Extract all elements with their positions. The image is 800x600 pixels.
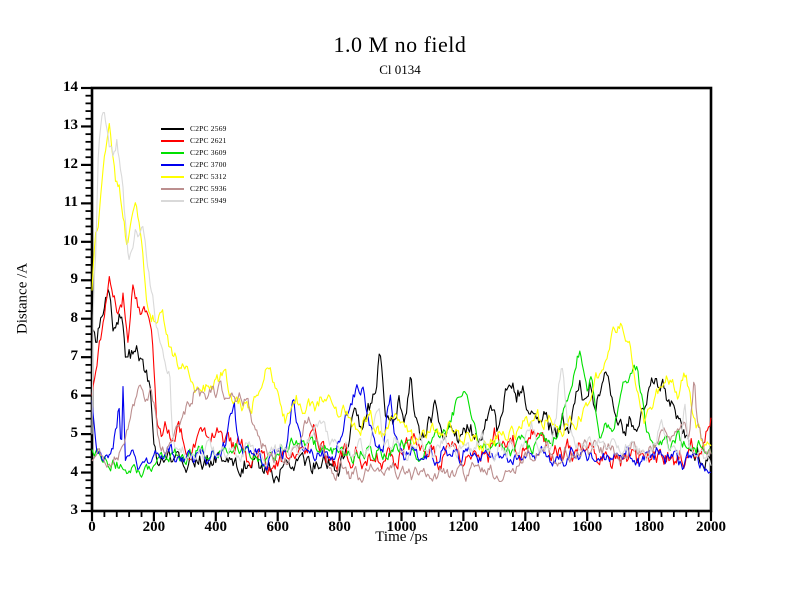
- x-tick-label: 400: [204, 519, 228, 535]
- legend-label: C2PC 2569: [190, 124, 227, 134]
- legend-item: C2PC 5936: [161, 183, 227, 195]
- legend-item: C2PC 2569: [161, 123, 227, 135]
- y-tick-label: 12: [63, 155, 78, 172]
- x-tick-label: 1600: [572, 519, 603, 535]
- legend-line-swatch: [161, 176, 184, 178]
- legend-line-swatch: [161, 164, 184, 166]
- y-tick-label: 6: [70, 386, 79, 403]
- y-tick-label: 4: [70, 463, 79, 480]
- legend-item: C2PC 3609: [161, 147, 227, 159]
- chart-subtitle: Cl 0134: [379, 62, 421, 77]
- x-tick-label: 2000: [696, 519, 726, 535]
- series-line-c2pc-5312: [91, 122, 712, 453]
- legend-label: C2PC 3700: [190, 160, 227, 170]
- legend-label: C2PC 2621: [190, 136, 227, 146]
- y-tick-label: 10: [63, 232, 78, 249]
- legend-item: C2PC 3700: [161, 159, 227, 171]
- x-tick-label: 800: [328, 519, 351, 535]
- series-line-c2pc-5949: [91, 112, 712, 467]
- legend-label: C2PC 5949: [190, 196, 227, 206]
- series-line-c2pc-2621: [91, 275, 712, 476]
- x-tick-label: 1400: [510, 519, 541, 535]
- legend-item: C2PC 2621: [161, 135, 227, 147]
- legend-item: C2PC 5312: [161, 171, 227, 183]
- legend: C2PC 2569 C2PC 2621 C2PC 3609 C2PC 3700 C2PC…: [161, 123, 227, 207]
- legend-label: C2PC 5312: [190, 172, 227, 182]
- y-tick-label: 14: [63, 79, 78, 95]
- legend-line-swatch: [161, 200, 184, 202]
- legend-line-swatch: [161, 140, 184, 142]
- series-line-c2pc-3700: [91, 384, 712, 474]
- y-tick-label: 3: [70, 502, 79, 518]
- x-tick-label: 1000: [386, 519, 417, 535]
- series-line-c2pc-3609: [91, 350, 712, 478]
- legend-item: C2PC 5949: [161, 195, 227, 207]
- legend-label: C2PC 3609: [190, 148, 227, 158]
- legend-line-swatch: [161, 152, 184, 154]
- series-line-c2pc-2569: [91, 288, 712, 484]
- legend-line-swatch: [161, 128, 184, 130]
- x-tick-label: 600: [266, 519, 289, 535]
- x-tick-label: 0: [88, 519, 96, 535]
- y-tick-label: 7: [70, 348, 79, 365]
- chart-title: 1.0 M no field: [333, 32, 467, 57]
- x-tick-label: 200: [142, 519, 166, 535]
- y-tick-label: 5: [70, 425, 79, 442]
- legend-label: C2PC 5936: [190, 184, 227, 194]
- legend-line-swatch: [161, 188, 184, 190]
- y-tick-label: 8: [70, 309, 79, 326]
- x-tick-label: 1800: [634, 519, 665, 535]
- series-line-c2pc-5936: [91, 380, 712, 483]
- y-tick-label: 13: [63, 117, 78, 134]
- y-tick-label: 9: [70, 271, 79, 288]
- x-axis-label: Time /ps: [375, 529, 428, 545]
- y-tick-label: 11: [63, 194, 78, 211]
- x-tick-label: 1200: [448, 519, 479, 535]
